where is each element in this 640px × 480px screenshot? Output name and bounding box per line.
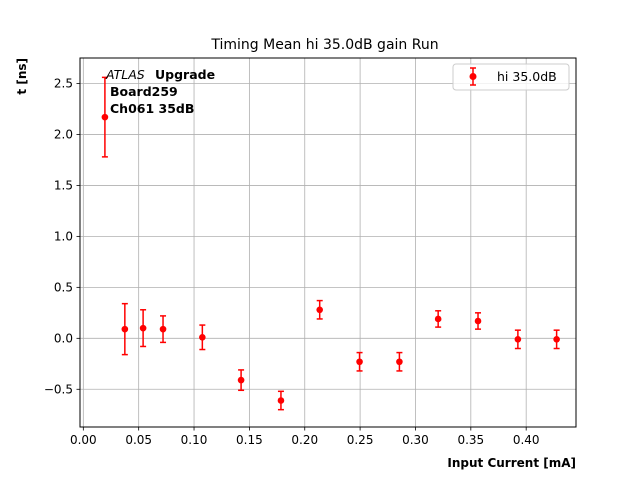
data-point [159,325,167,333]
y-tick-label: 2.0 [54,128,73,142]
x-tick-label: 0.35 [457,433,484,447]
plot-frame [79,57,577,428]
legend-marker [469,73,477,80]
x-tick-label: 0.20 [291,433,318,447]
atlas-label: ATLAS [105,67,145,82]
channel-label: Ch061 35dB [110,101,194,116]
data-point [474,317,482,325]
data-point [121,325,129,333]
data-point [396,358,403,366]
legend: hi 35.0dB [452,63,570,91]
data-point [139,324,147,332]
x-tick-label: 0.30 [402,433,429,447]
legend-box [452,63,570,91]
data-point [356,358,363,366]
x-tick-label: 0.05 [125,433,152,447]
data-point [434,315,442,323]
x-tick-label: 0.00 [70,433,97,447]
data-point [277,397,285,404]
x-tick-label: 0.25 [347,433,374,447]
data-point [237,376,245,384]
y-tick-label: 0.5 [54,281,73,295]
data-series [101,76,560,411]
data-point [553,336,560,343]
legend-label: hi 35.0dB [497,69,557,84]
y-tick-label: −0.5 [44,382,73,396]
board-label: Board259 [110,84,178,99]
chart-title: Timing Mean hi 35.0dB gain Run [210,37,438,53]
x-tick-label: 0.15 [236,433,263,447]
y-tick-label: 1.5 [54,179,73,193]
upgrade-label: Upgrade [155,67,215,82]
data-point [316,306,323,314]
y-axis-label: t [ns] [15,58,29,95]
y-tick-label: 1.0 [54,230,73,244]
data-point [199,333,206,341]
x-tick-label: 0.10 [181,433,208,447]
y-tick-label: 2.5 [54,77,73,91]
x-tick-label: 0.40 [513,433,540,447]
data-point [514,336,522,343]
grid [80,58,576,427]
x-axis-label: Input Current [mA] [447,456,576,470]
y-tick-label: 0.0 [54,332,73,346]
data-point [101,113,109,121]
axis-ticks: 0.00 0.05 0.10 0.15 0.20 0.25 0.30 0.35 0.40 −0.5… [44,77,540,447]
